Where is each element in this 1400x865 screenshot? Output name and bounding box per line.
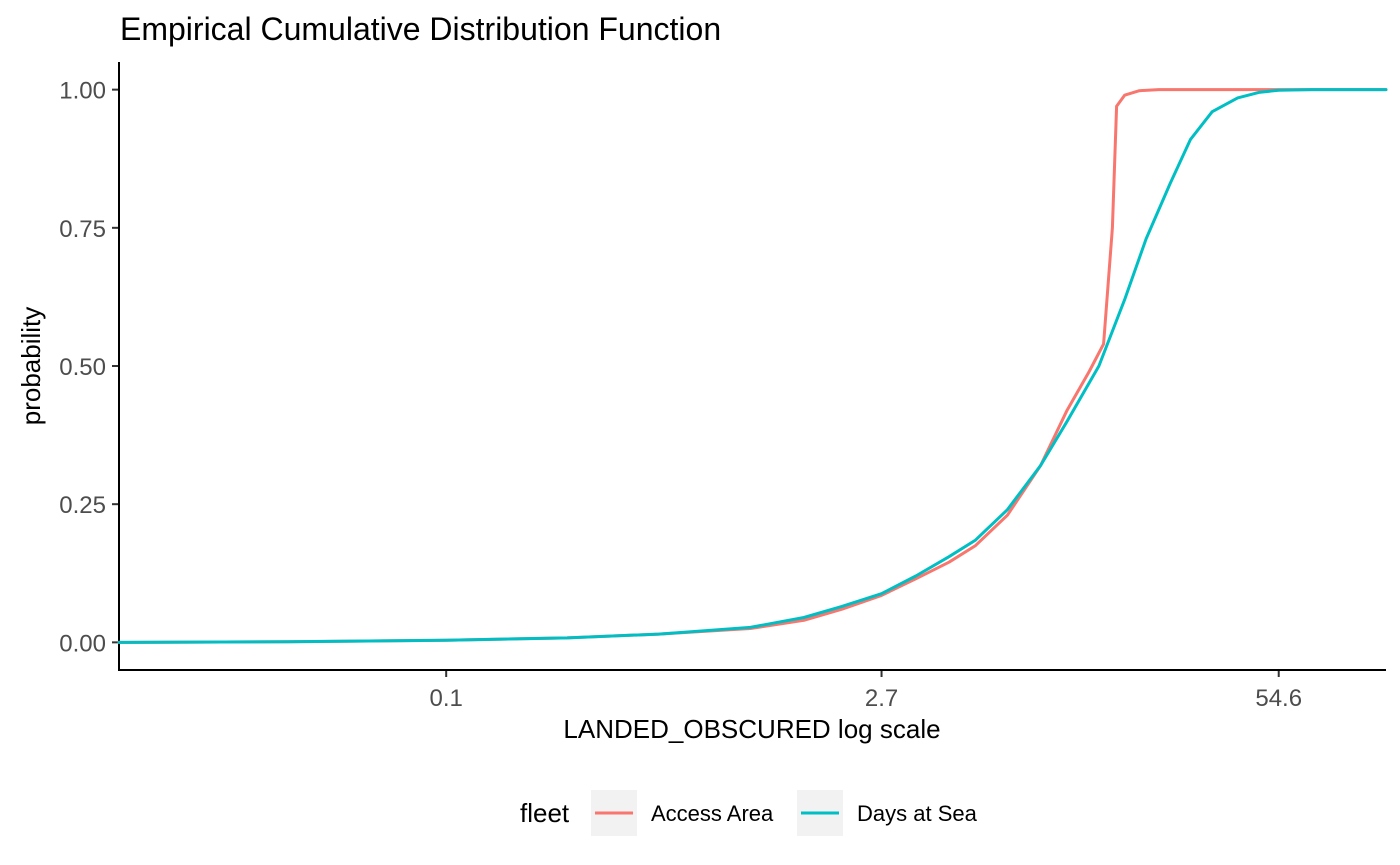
y-axis-title: probability (16, 307, 46, 426)
legend-title: fleet (520, 798, 570, 828)
y-tick-label: 0.25 (59, 492, 106, 519)
legend: fleet Access Area Days at Sea (520, 790, 978, 836)
legend-label: Days at Sea (857, 801, 978, 826)
y-axis-ticks: 0.00 0.25 0.50 0.75 1.00 (59, 78, 119, 657)
y-tick-label: 0.50 (59, 354, 106, 381)
x-tick-label: 54.6 (1255, 685, 1302, 712)
x-axis-title: LANDED_OBSCURED log scale (563, 714, 940, 744)
legend-label: Access Area (651, 801, 774, 826)
x-tick-label: 2.7 (865, 685, 898, 712)
series-lines (117, 88, 1388, 644)
series-line-days-at-sea (117, 88, 1388, 644)
y-tick-label: 1.00 (59, 78, 106, 105)
x-tick-label: 0.1 (429, 685, 462, 712)
y-tick-label: 0.75 (59, 216, 106, 243)
legend-items: Access Area Days at Sea (591, 790, 978, 836)
y-tick-label: 0.00 (59, 630, 106, 657)
series-line-access-area (117, 88, 1388, 644)
x-axis-ticks: 0.1 2.7 54.6 (429, 670, 1302, 712)
chart-title: Empirical Cumulative Distribution Functi… (120, 11, 721, 47)
